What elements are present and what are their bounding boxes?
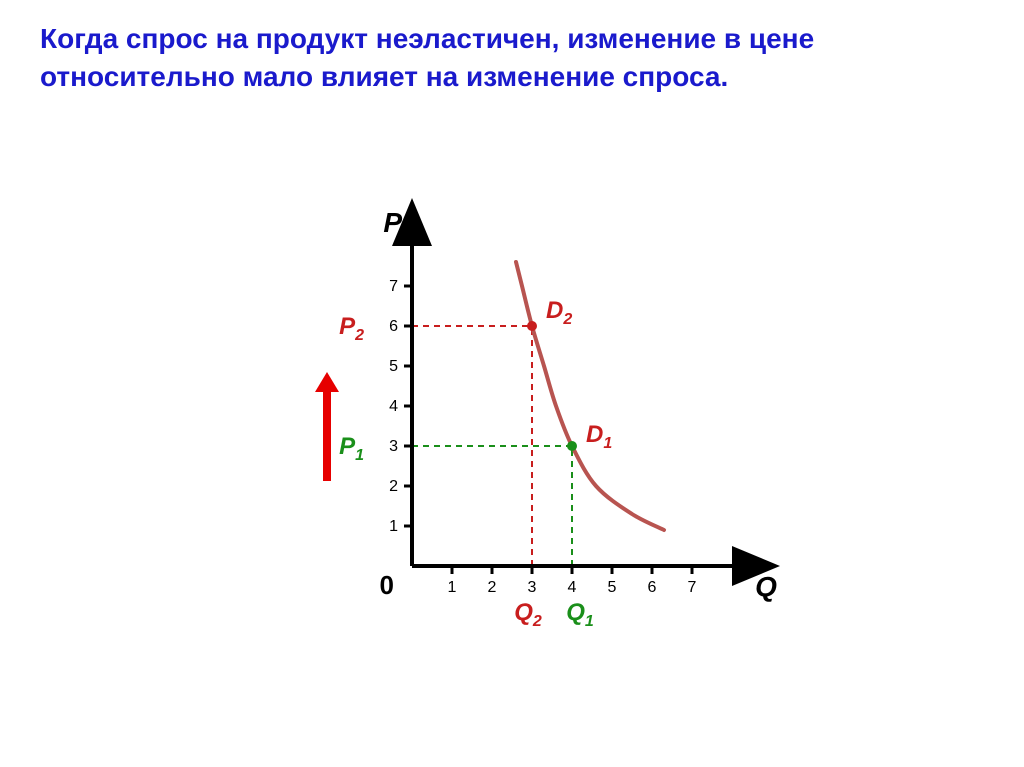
page-title: Когда спрос на продукт неэластичен, изме… — [40, 20, 984, 96]
x-tick-label: 2 — [488, 579, 497, 596]
label-d2: D2 — [546, 297, 572, 328]
price-arrow-head — [315, 372, 339, 392]
x-tick-label: 7 — [688, 579, 697, 596]
x-tick-label: 5 — [608, 579, 617, 596]
label-p1: P1 — [339, 433, 364, 464]
y-tick-label: 5 — [389, 358, 398, 375]
y-tick-label: 2 — [389, 478, 398, 495]
x-tick-label: 4 — [568, 579, 577, 596]
label-q1: Q1 — [566, 599, 594, 630]
demand-curve — [516, 262, 664, 530]
x-tick-label: 3 — [528, 579, 537, 596]
label-q2: Q2 — [514, 599, 542, 630]
label-p2: P2 — [339, 313, 364, 344]
label-d1: D1 — [586, 421, 612, 452]
x-axis-label: Q — [755, 571, 777, 602]
y-tick-label: 7 — [389, 278, 398, 295]
x-tick-label: 6 — [648, 579, 657, 596]
y-tick-label: 4 — [389, 398, 398, 415]
y-tick-label: 6 — [389, 318, 398, 335]
demand-chart: 1 2 3 4 5 6 7 1 2 3 4 5 6 7 P Q 0 D2 D1 P2 P1 Q2 Q1 — [232, 106, 792, 666]
x-tick-label: 1 — [448, 579, 457, 596]
y-axis-label: P — [383, 207, 402, 238]
y-tick-label: 1 — [389, 518, 398, 535]
point-d2 — [527, 321, 537, 331]
origin-label: 0 — [380, 570, 394, 600]
chart-container: 1 2 3 4 5 6 7 1 2 3 4 5 6 7 P Q 0 D2 D1 P2 P1 Q2 Q1 — [40, 106, 984, 666]
point-d1 — [567, 441, 577, 451]
y-tick-label: 3 — [389, 438, 398, 455]
